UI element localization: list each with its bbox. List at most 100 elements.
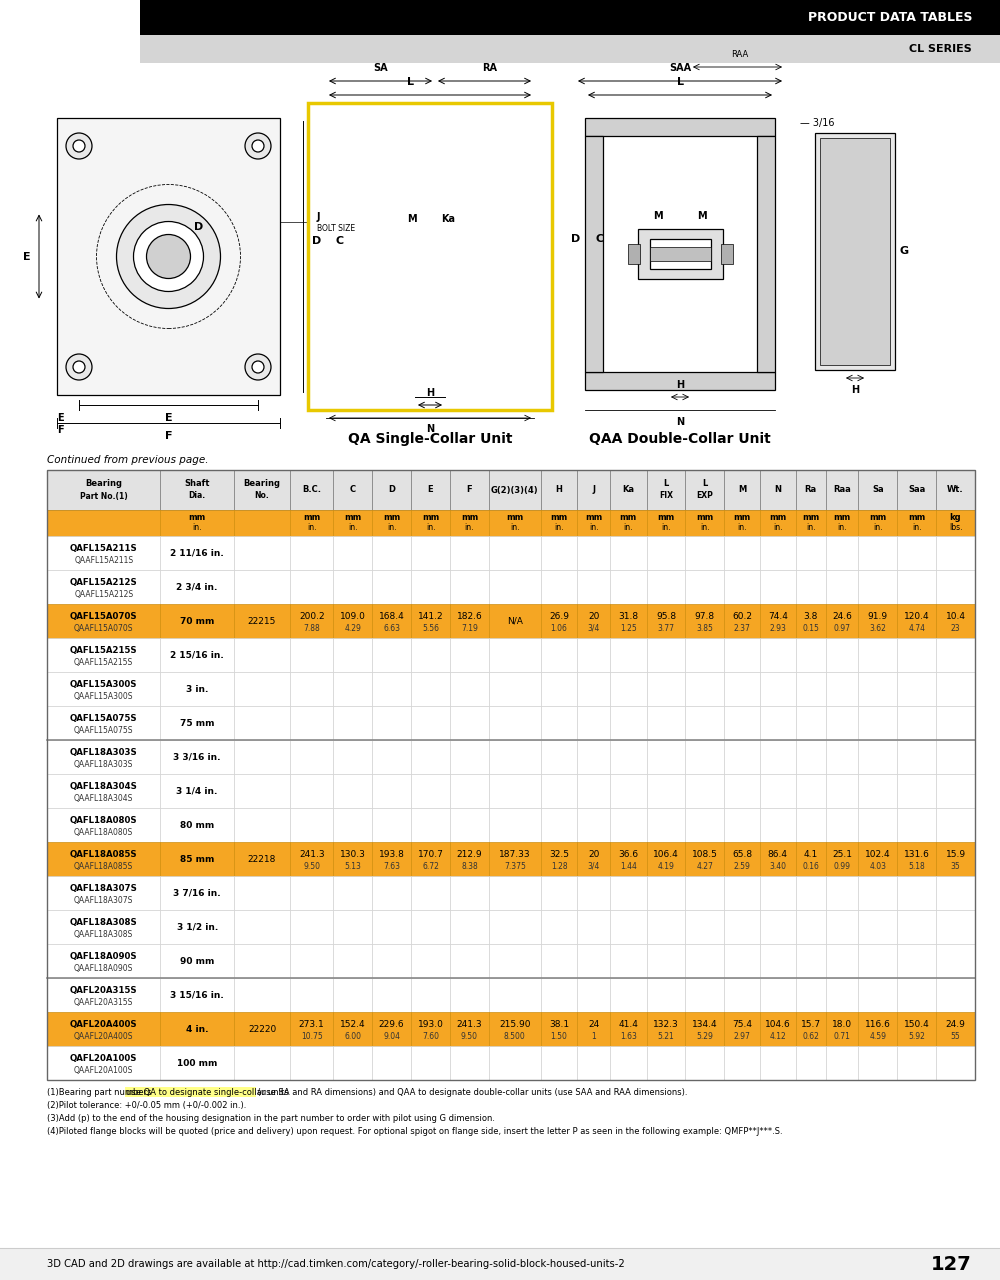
Bar [541,978,577,1012]
Bar [796,570,826,604]
Bar [47,774,160,808]
Bar [450,1012,489,1046]
Text: 215.90: 215.90 [499,1020,531,1029]
Text: mm: mm [734,513,751,522]
Bar [760,740,796,774]
Bar [234,604,290,637]
Bar [333,842,372,876]
Bar [333,808,372,842]
Bar [897,509,936,536]
Bar [897,470,936,509]
Bar [826,876,858,910]
Bar [411,842,450,876]
Bar [760,637,796,672]
Bar [160,740,234,774]
Text: in.: in. [623,524,633,532]
Text: 3 in.: 3 in. [186,685,208,694]
Text: D: D [312,237,321,247]
Bar [858,707,897,740]
Bar [489,570,541,604]
Text: in.: in. [806,524,816,532]
Bar [402,242,458,271]
Bar [577,536,610,570]
Bar [796,1012,826,1046]
Bar [826,470,858,509]
Bar [610,808,647,842]
Bar [411,536,450,570]
Text: QAAFL15A215S: QAAFL15A215S [74,658,133,667]
Bar [647,604,685,637]
Text: 1: 1 [591,1032,596,1041]
Bar [468,247,478,266]
Text: QAFL15A070S: QAFL15A070S [70,612,138,621]
Text: 4.29: 4.29 [344,623,361,634]
Circle shape [73,140,85,152]
Bar [826,1012,858,1046]
Text: F: F [57,425,64,435]
Bar [160,470,234,509]
Bar [685,1012,724,1046]
Bar [290,808,333,842]
Bar [541,808,577,842]
Bar [897,604,936,637]
Text: 4.19: 4.19 [658,861,674,870]
Bar [326,122,534,140]
Text: in.: in. [661,524,671,532]
Bar [858,774,897,808]
Text: in.: in. [426,524,435,532]
Text: 1.63: 1.63 [620,1032,637,1041]
Bar [411,1012,450,1046]
Bar [796,842,826,876]
Bar [724,637,760,672]
Text: E: E [23,251,31,261]
Text: 5.13: 5.13 [344,861,361,870]
Bar [897,536,936,570]
Bar [372,842,411,876]
Bar [541,707,577,740]
Text: 7.60: 7.60 [422,1032,439,1041]
Text: mm: mm [657,513,675,522]
Bar [160,707,234,740]
Bar [541,470,577,509]
Bar [47,876,160,910]
Bar [858,910,897,945]
Bar [372,570,411,604]
Bar [936,570,975,604]
Text: Wt.: Wt. [947,485,964,494]
Bar [638,229,722,279]
Text: 2.97: 2.97 [734,1032,751,1041]
Bar [858,672,897,707]
Bar [450,808,489,842]
Text: QAFL18A085S: QAFL18A085S [70,850,138,859]
Bar [610,945,647,978]
Text: 3.77: 3.77 [658,623,675,634]
Bar [858,637,897,672]
Circle shape [245,133,271,159]
Bar [897,1012,936,1046]
Bar [234,910,290,945]
Bar [826,570,858,604]
Text: QAFL15A215S: QAFL15A215S [70,646,138,655]
Text: mm: mm [696,513,714,522]
Bar [897,808,936,842]
Text: 4.1: 4.1 [804,850,818,859]
Bar [125,1087,256,1097]
Bar [760,1012,796,1046]
Bar [724,604,760,637]
Bar [234,637,290,672]
Text: QAFL15A211S: QAFL15A211S [70,544,138,553]
Text: 3/4: 3/4 [587,623,600,634]
Bar [160,876,234,910]
Bar [541,876,577,910]
Bar [685,1046,724,1080]
Text: in.: in. [873,524,883,532]
Text: J: J [317,211,320,221]
Bar [333,570,372,604]
Bar [577,672,610,707]
Text: Dia.: Dia. [189,492,206,500]
Text: 4 in.: 4 in. [186,1024,208,1033]
Bar [936,509,975,536]
Text: B.C.: B.C. [302,485,321,494]
Bar [411,740,450,774]
Bar [760,570,796,604]
